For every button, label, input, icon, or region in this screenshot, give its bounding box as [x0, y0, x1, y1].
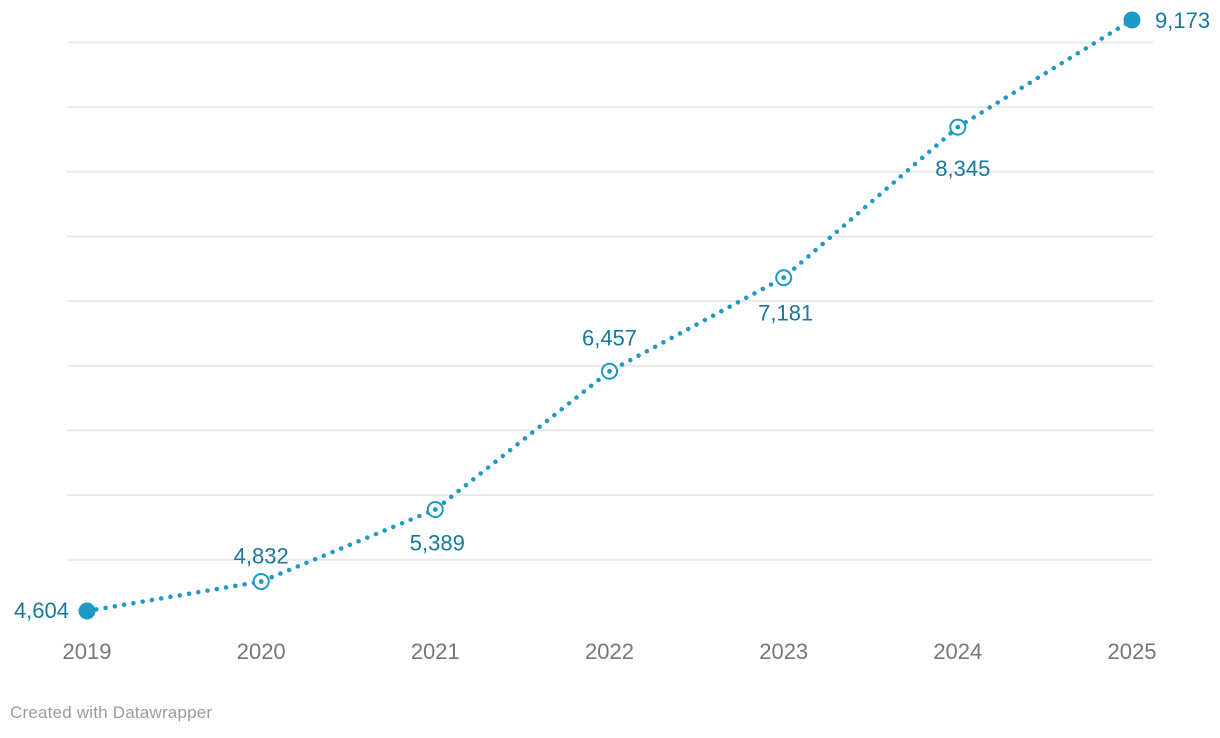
x-axis-label: 2021: [411, 639, 460, 664]
value-label: 8,345: [935, 156, 990, 181]
data-point-center-dot: [955, 124, 961, 130]
value-label: 4,604: [14, 598, 69, 623]
data-point[interactable]: [78, 602, 96, 620]
value-label: 9,173: [1155, 8, 1210, 33]
x-axis-label: 2022: [585, 639, 634, 664]
data-point-center-dot: [432, 507, 438, 512]
value-label: 4,832: [234, 544, 289, 569]
x-axis-label: 2019: [63, 639, 112, 664]
value-label: 5,389: [410, 531, 465, 556]
x-axis-label: 2024: [933, 639, 982, 664]
data-point[interactable]: [1123, 11, 1141, 29]
x-axis-label: 2023: [759, 639, 808, 664]
chart-svg: 4,604 4,832 5,389 6,457 7,181 8,345 9,173 2019 2…: [14, 8, 1210, 664]
value-label: 6,457: [582, 325, 637, 350]
footer-attribution: Created with Datawrapper: [10, 703, 213, 722]
x-axis-label: 2025: [1108, 639, 1157, 664]
data-point-center-dot: [607, 368, 612, 374]
data-point-center-dot: [258, 579, 264, 584]
data-point-center-dot: [781, 275, 787, 281]
value-label: 7,181: [758, 301, 813, 326]
x-axis-label: 2020: [237, 639, 286, 664]
series-line: [84, 17, 1135, 614]
